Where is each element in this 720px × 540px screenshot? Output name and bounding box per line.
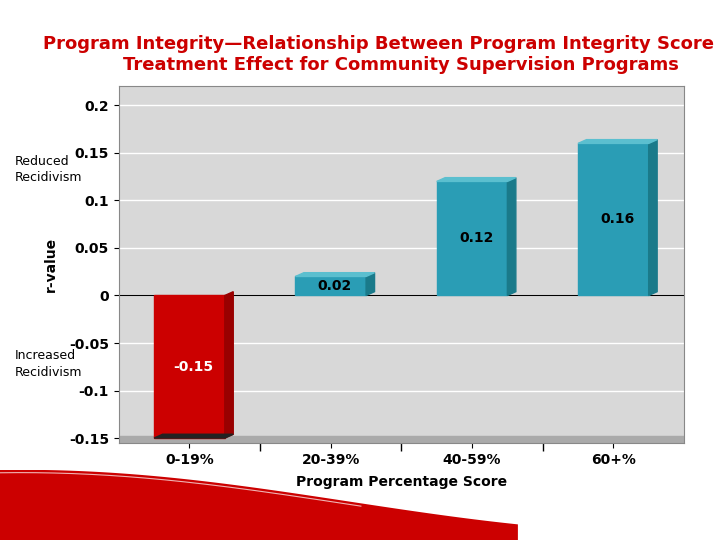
Text: Reduced: Reduced xyxy=(14,154,69,167)
Polygon shape xyxy=(649,140,657,295)
Text: Cincinnati: Cincinnati xyxy=(590,502,662,516)
X-axis label: Program Percentage Score: Program Percentage Score xyxy=(296,475,507,489)
Text: 0.16: 0.16 xyxy=(600,212,635,226)
Title: Program Integrity—Relationship Between Program Integrity Score And
Treatment Eff: Program Integrity—Relationship Between P… xyxy=(43,35,720,74)
Polygon shape xyxy=(578,140,657,144)
Polygon shape xyxy=(154,434,233,438)
Bar xyxy=(119,436,684,443)
Text: Increased: Increased xyxy=(14,349,76,362)
Text: -0.15: -0.15 xyxy=(174,360,214,374)
Text: 0.12: 0.12 xyxy=(459,232,493,246)
Polygon shape xyxy=(437,178,516,181)
Text: 0.02: 0.02 xyxy=(318,279,352,293)
Text: UNIVERSITY OF: UNIVERSITY OF xyxy=(600,484,653,490)
Bar xyxy=(295,276,366,295)
Bar xyxy=(578,144,649,295)
Bar xyxy=(154,295,225,438)
Polygon shape xyxy=(366,273,374,295)
Polygon shape xyxy=(0,470,518,540)
Text: Recidivism: Recidivism xyxy=(14,366,82,379)
Bar xyxy=(437,181,508,295)
Polygon shape xyxy=(508,178,516,295)
Polygon shape xyxy=(295,273,374,276)
Text: Recidivism: Recidivism xyxy=(14,171,82,184)
Y-axis label: r-value: r-value xyxy=(44,237,58,292)
Polygon shape xyxy=(225,292,233,438)
